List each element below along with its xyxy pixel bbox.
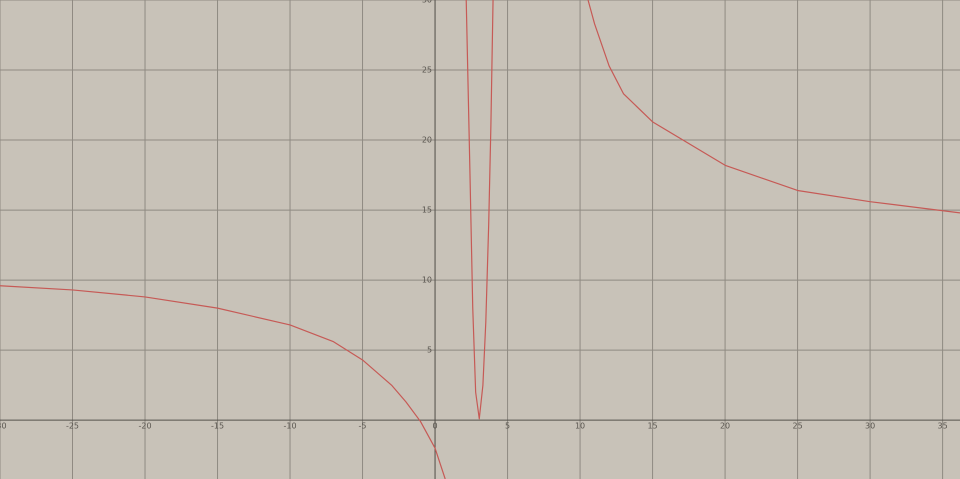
- x-tick-label: 15: [647, 422, 657, 431]
- x-tick-label: 30: [865, 422, 875, 431]
- x-tick-label: -20: [138, 422, 151, 431]
- y-tick-label: 20: [422, 136, 432, 145]
- x-tick-label: 5: [505, 422, 510, 431]
- y-tick-label: 15: [422, 206, 432, 215]
- y-tick-label: 5: [427, 346, 432, 355]
- x-tick-label: -30: [0, 422, 7, 431]
- x-tick-label: 10: [575, 422, 585, 431]
- y-tick-label: 30: [422, 0, 432, 5]
- x-tick-label: -15: [211, 422, 224, 431]
- x-tick-label: -10: [283, 422, 296, 431]
- x-tick-label: 25: [792, 422, 802, 431]
- x-tick-label: -25: [66, 422, 79, 431]
- x-tick-label: 20: [720, 422, 730, 431]
- x-tick-label: 0: [432, 422, 437, 431]
- x-tick-label: 35: [938, 422, 948, 431]
- y-tick-label: 10: [422, 276, 432, 285]
- x-tick-label: -5: [359, 422, 367, 431]
- y-tick-label: 25: [422, 66, 432, 75]
